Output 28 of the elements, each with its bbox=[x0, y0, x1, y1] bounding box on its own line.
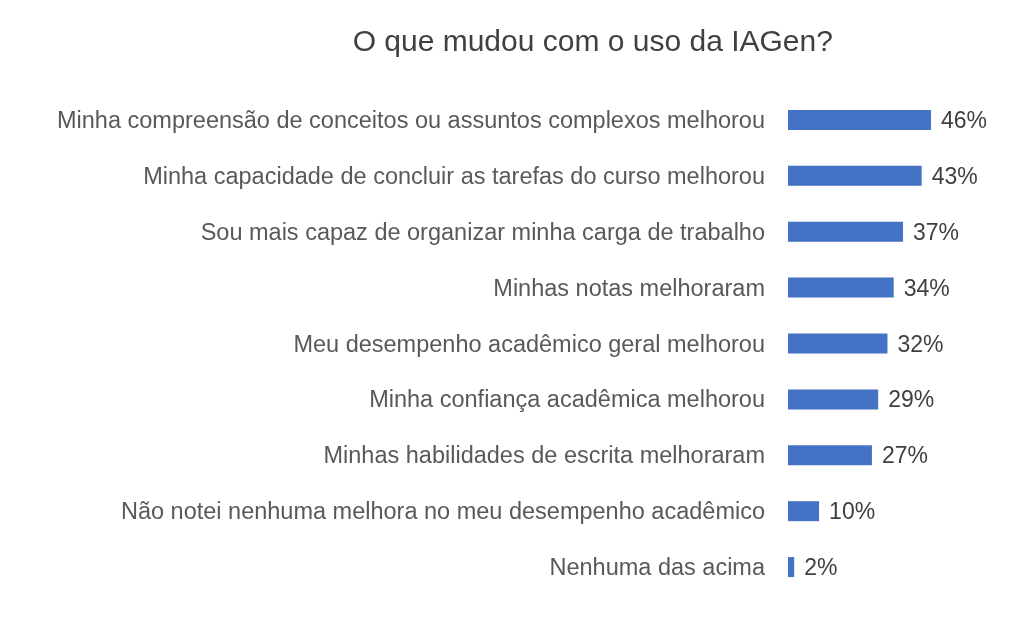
y-tick-label: Nenhuma das acima bbox=[549, 554, 766, 581]
data-label: 29% bbox=[888, 386, 935, 413]
bar bbox=[788, 165, 922, 186]
y-tick-label: Minha compreensão de conceitos ou assuntos complexos melhorou bbox=[56, 106, 765, 133]
data-label: 37% bbox=[913, 218, 960, 245]
bar bbox=[788, 109, 931, 130]
bar bbox=[788, 277, 894, 298]
data-label: 34% bbox=[903, 274, 950, 301]
y-tick-label: Minhas notas melhoraram bbox=[493, 274, 765, 301]
data-label: 27% bbox=[881, 442, 928, 469]
data-label: 10% bbox=[829, 498, 876, 525]
bar bbox=[788, 389, 879, 410]
bar bbox=[788, 445, 872, 466]
bar bbox=[788, 557, 795, 578]
bar bbox=[788, 333, 888, 354]
y-tick-label: Meu desempenho acadêmico geral melhorou bbox=[293, 330, 765, 357]
y-tick-label: Minha capacidade de concluir as tarefas do curso melhorou bbox=[143, 162, 765, 189]
y-tick-label: Não notei nenhuma melhora no meu desempenho acadêmico bbox=[120, 498, 765, 525]
y-tick-label: Sou mais capaz de organizar minha carga de trabalho bbox=[200, 218, 765, 245]
chart-title: O que mudou com o uso da IAGen? bbox=[352, 23, 833, 57]
data-label: 2% bbox=[804, 554, 838, 581]
bar bbox=[788, 221, 904, 242]
y-tick-label: Minha confiança acadêmica melhorou bbox=[369, 386, 765, 413]
y-tick-label: Minhas habilidades de escrita melhoraram bbox=[323, 442, 765, 469]
bar bbox=[788, 501, 820, 522]
data-label: 32% bbox=[897, 330, 944, 357]
data-label: 46% bbox=[941, 106, 988, 133]
data-label: 43% bbox=[931, 162, 978, 189]
